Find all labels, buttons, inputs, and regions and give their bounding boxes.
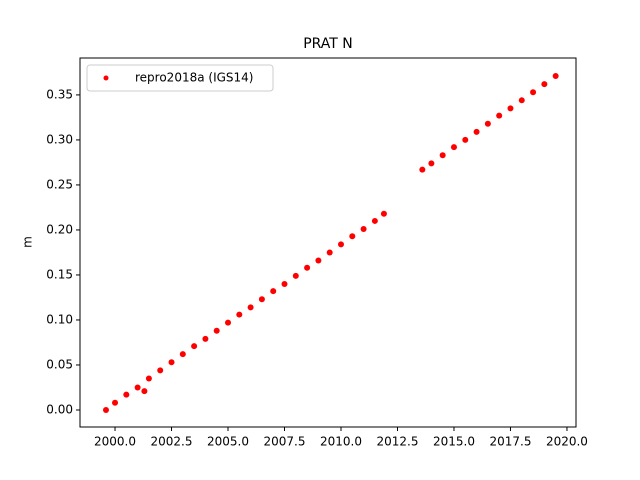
point: [225, 319, 232, 326]
point: [484, 120, 491, 127]
y-tick-label: 0.30: [46, 132, 73, 146]
point: [112, 399, 119, 406]
point: [202, 335, 209, 342]
point: [304, 264, 311, 271]
point: [292, 272, 299, 279]
x-tick-label: 2012.5: [376, 435, 418, 449]
point: [247, 304, 254, 311]
point: [439, 152, 446, 159]
x-tick-label: 2015.0: [433, 435, 475, 449]
point: [380, 210, 387, 217]
x-tick-label: 2002.5: [151, 435, 193, 449]
point: [473, 128, 480, 135]
point: [462, 136, 469, 143]
x-tick-label: 2000.0: [94, 435, 136, 449]
point: [270, 288, 277, 295]
point: [134, 384, 141, 391]
legend-marker: [103, 75, 109, 81]
x-tick-label: 2010.0: [320, 435, 362, 449]
point: [349, 233, 356, 240]
y-tick-label: 0.05: [46, 357, 73, 371]
x-tick-label: 2005.0: [207, 435, 249, 449]
y-tick-label: 0.10: [46, 312, 73, 326]
point: [518, 97, 525, 104]
y-tick-label: 0.35: [46, 87, 73, 101]
point: [123, 391, 130, 398]
point: [337, 241, 344, 248]
point: [281, 280, 288, 287]
y-tick-label: 0.20: [46, 222, 73, 236]
legend-label: repro2018a (IGS14): [135, 71, 253, 85]
point: [157, 367, 164, 374]
point: [191, 343, 198, 350]
chart-title: PRAT N: [303, 36, 353, 52]
point: [530, 89, 537, 96]
point: [102, 406, 109, 413]
point: [496, 112, 503, 119]
point: [145, 375, 152, 382]
y-axis-label: m: [21, 236, 35, 248]
point: [141, 388, 148, 395]
x-tick-label: 2007.5: [264, 435, 306, 449]
plot-frame: [79, 57, 577, 428]
point: [258, 296, 265, 303]
point: [552, 73, 559, 80]
point: [168, 359, 175, 366]
point: [450, 144, 457, 151]
point: [419, 166, 426, 173]
point: [236, 311, 243, 318]
x-tick-label: 2017.5: [489, 435, 531, 449]
point: [371, 217, 378, 224]
point: [213, 327, 220, 334]
point: [360, 226, 367, 233]
y-tick-label: 0.25: [46, 177, 73, 191]
point: [179, 351, 186, 358]
point: [428, 160, 435, 167]
legend-box: [86, 64, 274, 92]
y-tick-label: 0.15: [46, 267, 73, 281]
y-tick-label: 0.00: [46, 402, 73, 416]
point: [326, 249, 333, 256]
x-tick-label: 2020.0: [546, 435, 588, 449]
point: [541, 81, 548, 88]
point: [315, 257, 322, 264]
point: [507, 105, 514, 112]
